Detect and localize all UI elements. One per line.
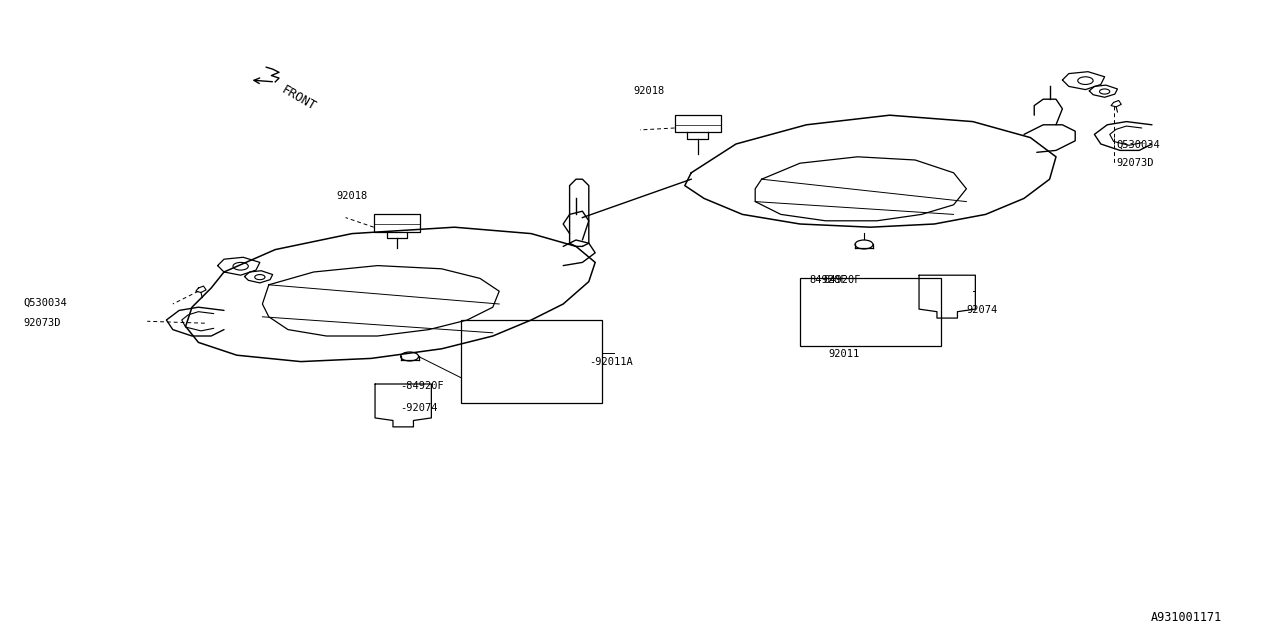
Text: 92011: 92011 xyxy=(828,349,859,359)
Text: 92018: 92018 xyxy=(337,191,367,202)
Text: Q530034: Q530034 xyxy=(1116,140,1160,150)
Text: Q530034: Q530034 xyxy=(23,298,67,308)
Text: A931001171: A931001171 xyxy=(1151,611,1222,624)
Bar xyxy=(374,214,420,232)
Text: -84920F: -84920F xyxy=(401,381,444,391)
Text: 92018: 92018 xyxy=(634,86,664,96)
Bar xyxy=(800,278,941,346)
Text: FRONT: FRONT xyxy=(279,83,317,113)
Text: 84920F: 84920F xyxy=(809,275,846,285)
Bar xyxy=(461,320,602,403)
Text: 92073D: 92073D xyxy=(1116,158,1153,168)
Text: 92074: 92074 xyxy=(966,305,997,316)
Bar xyxy=(675,115,721,132)
Text: -92011A: -92011A xyxy=(589,356,632,367)
Text: -92074: -92074 xyxy=(401,403,438,413)
Text: 84920F: 84920F xyxy=(823,275,860,285)
Text: 92073D: 92073D xyxy=(23,318,60,328)
